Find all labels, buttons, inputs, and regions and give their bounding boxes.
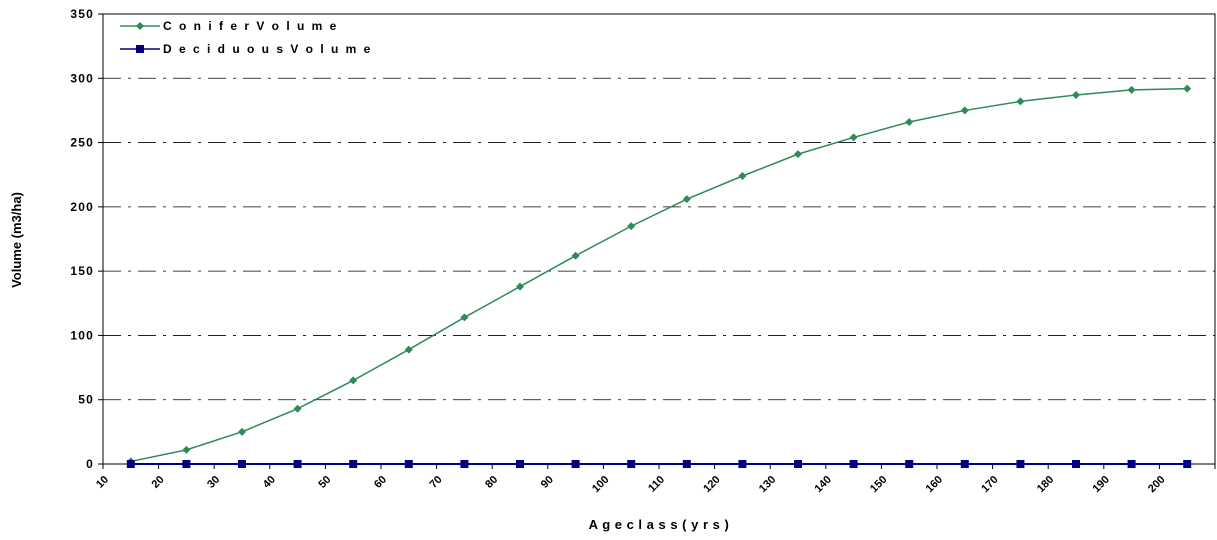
y-tick-label: 200 (70, 200, 94, 214)
data-point-conifer (460, 313, 469, 322)
data-point-deciduous (349, 460, 358, 468)
data-point-deciduous (571, 460, 580, 468)
series-lines (126, 84, 1192, 468)
y-tick-label: 50 (78, 393, 94, 407)
plot-frame (102, 13, 1216, 465)
x-tick-label: 120 (701, 474, 722, 495)
data-point-deciduous (794, 460, 802, 468)
x-tick-label: 180 (1035, 474, 1056, 495)
data-point-deciduous (293, 460, 302, 468)
data-point-conifer (238, 427, 246, 436)
x-tick-label: 110 (646, 474, 667, 495)
x-tick-label: 80 (483, 474, 500, 491)
data-point-conifer (1127, 85, 1136, 94)
data-point-conifer (849, 133, 858, 142)
grid-lines (103, 77, 1215, 401)
y-tick-label: 350 (70, 7, 94, 21)
y-tick-labels: 0 50 100 150 200 250 300 350 (70, 7, 94, 471)
data-point-deciduous (960, 460, 969, 468)
data-point-conifer (293, 404, 302, 413)
data-point-deciduous (516, 460, 524, 468)
x-tick-label: 70 (428, 474, 445, 491)
data-point-deciduous (404, 460, 413, 468)
data-point-conifer (182, 445, 191, 454)
x-tick-label: 10 (94, 474, 111, 491)
axes (98, 13, 1216, 469)
legend-label-deciduous: D e c i d u o u s V o l u m e (163, 42, 372, 56)
data-point-conifer (905, 118, 914, 126)
x-tick-label: 130 (757, 474, 778, 495)
y-axis-title: Volume (m3/ha) (9, 192, 24, 288)
x-tick-label: 200 (1146, 474, 1167, 495)
y-tick-label: 250 (70, 136, 94, 150)
data-point-deciduous (738, 460, 747, 468)
x-axis-title: A g e c l a s s ( y r s ) (589, 517, 730, 532)
data-point-conifer (1016, 97, 1025, 106)
data-point-conifer (349, 376, 358, 385)
x-tick-label: 190 (1090, 474, 1111, 495)
data-point-deciduous (849, 460, 858, 468)
legend-marker-deciduous (136, 45, 144, 53)
y-tick-label: 100 (70, 328, 94, 342)
x-tick-label: 60 (372, 474, 389, 491)
x-tick-label: 150 (868, 474, 889, 495)
y-tick-label: 300 (70, 71, 94, 85)
x-tick-label: 20 (150, 474, 167, 491)
data-point-deciduous (1016, 460, 1025, 468)
data-point-conifer (1183, 84, 1192, 93)
data-point-deciduous (182, 460, 191, 468)
data-point-deciduous (905, 460, 914, 468)
legend-marker-conifer (136, 22, 144, 30)
data-point-conifer (404, 345, 413, 354)
data-point-deciduous (126, 460, 135, 468)
x-tick-label: 140 (812, 474, 833, 495)
x-tick-label: 40 (261, 474, 278, 491)
data-point-deciduous (682, 460, 691, 468)
data-point-deciduous (1183, 460, 1192, 468)
series-line-conifer (130, 87, 1188, 463)
data-point-conifer (738, 172, 747, 180)
data-point-conifer (794, 150, 802, 159)
y-tick-label: 0 (86, 457, 94, 471)
legend: C o n i f e r V o l u m e D e c i d u o … (120, 19, 372, 56)
data-point-conifer (516, 282, 524, 291)
data-point-deciduous (460, 460, 469, 468)
data-point-deciduous (238, 460, 246, 468)
data-point-deciduous (1127, 460, 1136, 468)
data-point-conifer (1072, 91, 1080, 99)
x-tick-labels: 10 20 30 40 50 60 70 80 90 100 110 120 130 140 150 160 1… (94, 474, 1168, 495)
x-tick-label: 50 (316, 474, 333, 491)
y-tick-label: 150 (70, 264, 94, 278)
data-point-deciduous (627, 460, 636, 468)
data-point-conifer (682, 195, 691, 204)
x-tick-label: 160 (924, 474, 945, 495)
x-tick-label: 90 (539, 474, 556, 491)
data-point-deciduous (1072, 460, 1080, 468)
data-point-conifer (627, 222, 636, 231)
legend-label-conifer: C o n i f e r V o l u m e (163, 19, 338, 33)
x-tick-label: 100 (590, 474, 611, 495)
data-point-conifer (571, 251, 580, 260)
data-point-conifer (960, 106, 969, 115)
x-tick-label: 30 (205, 474, 222, 491)
x-tick-label: 170 (979, 474, 1000, 495)
